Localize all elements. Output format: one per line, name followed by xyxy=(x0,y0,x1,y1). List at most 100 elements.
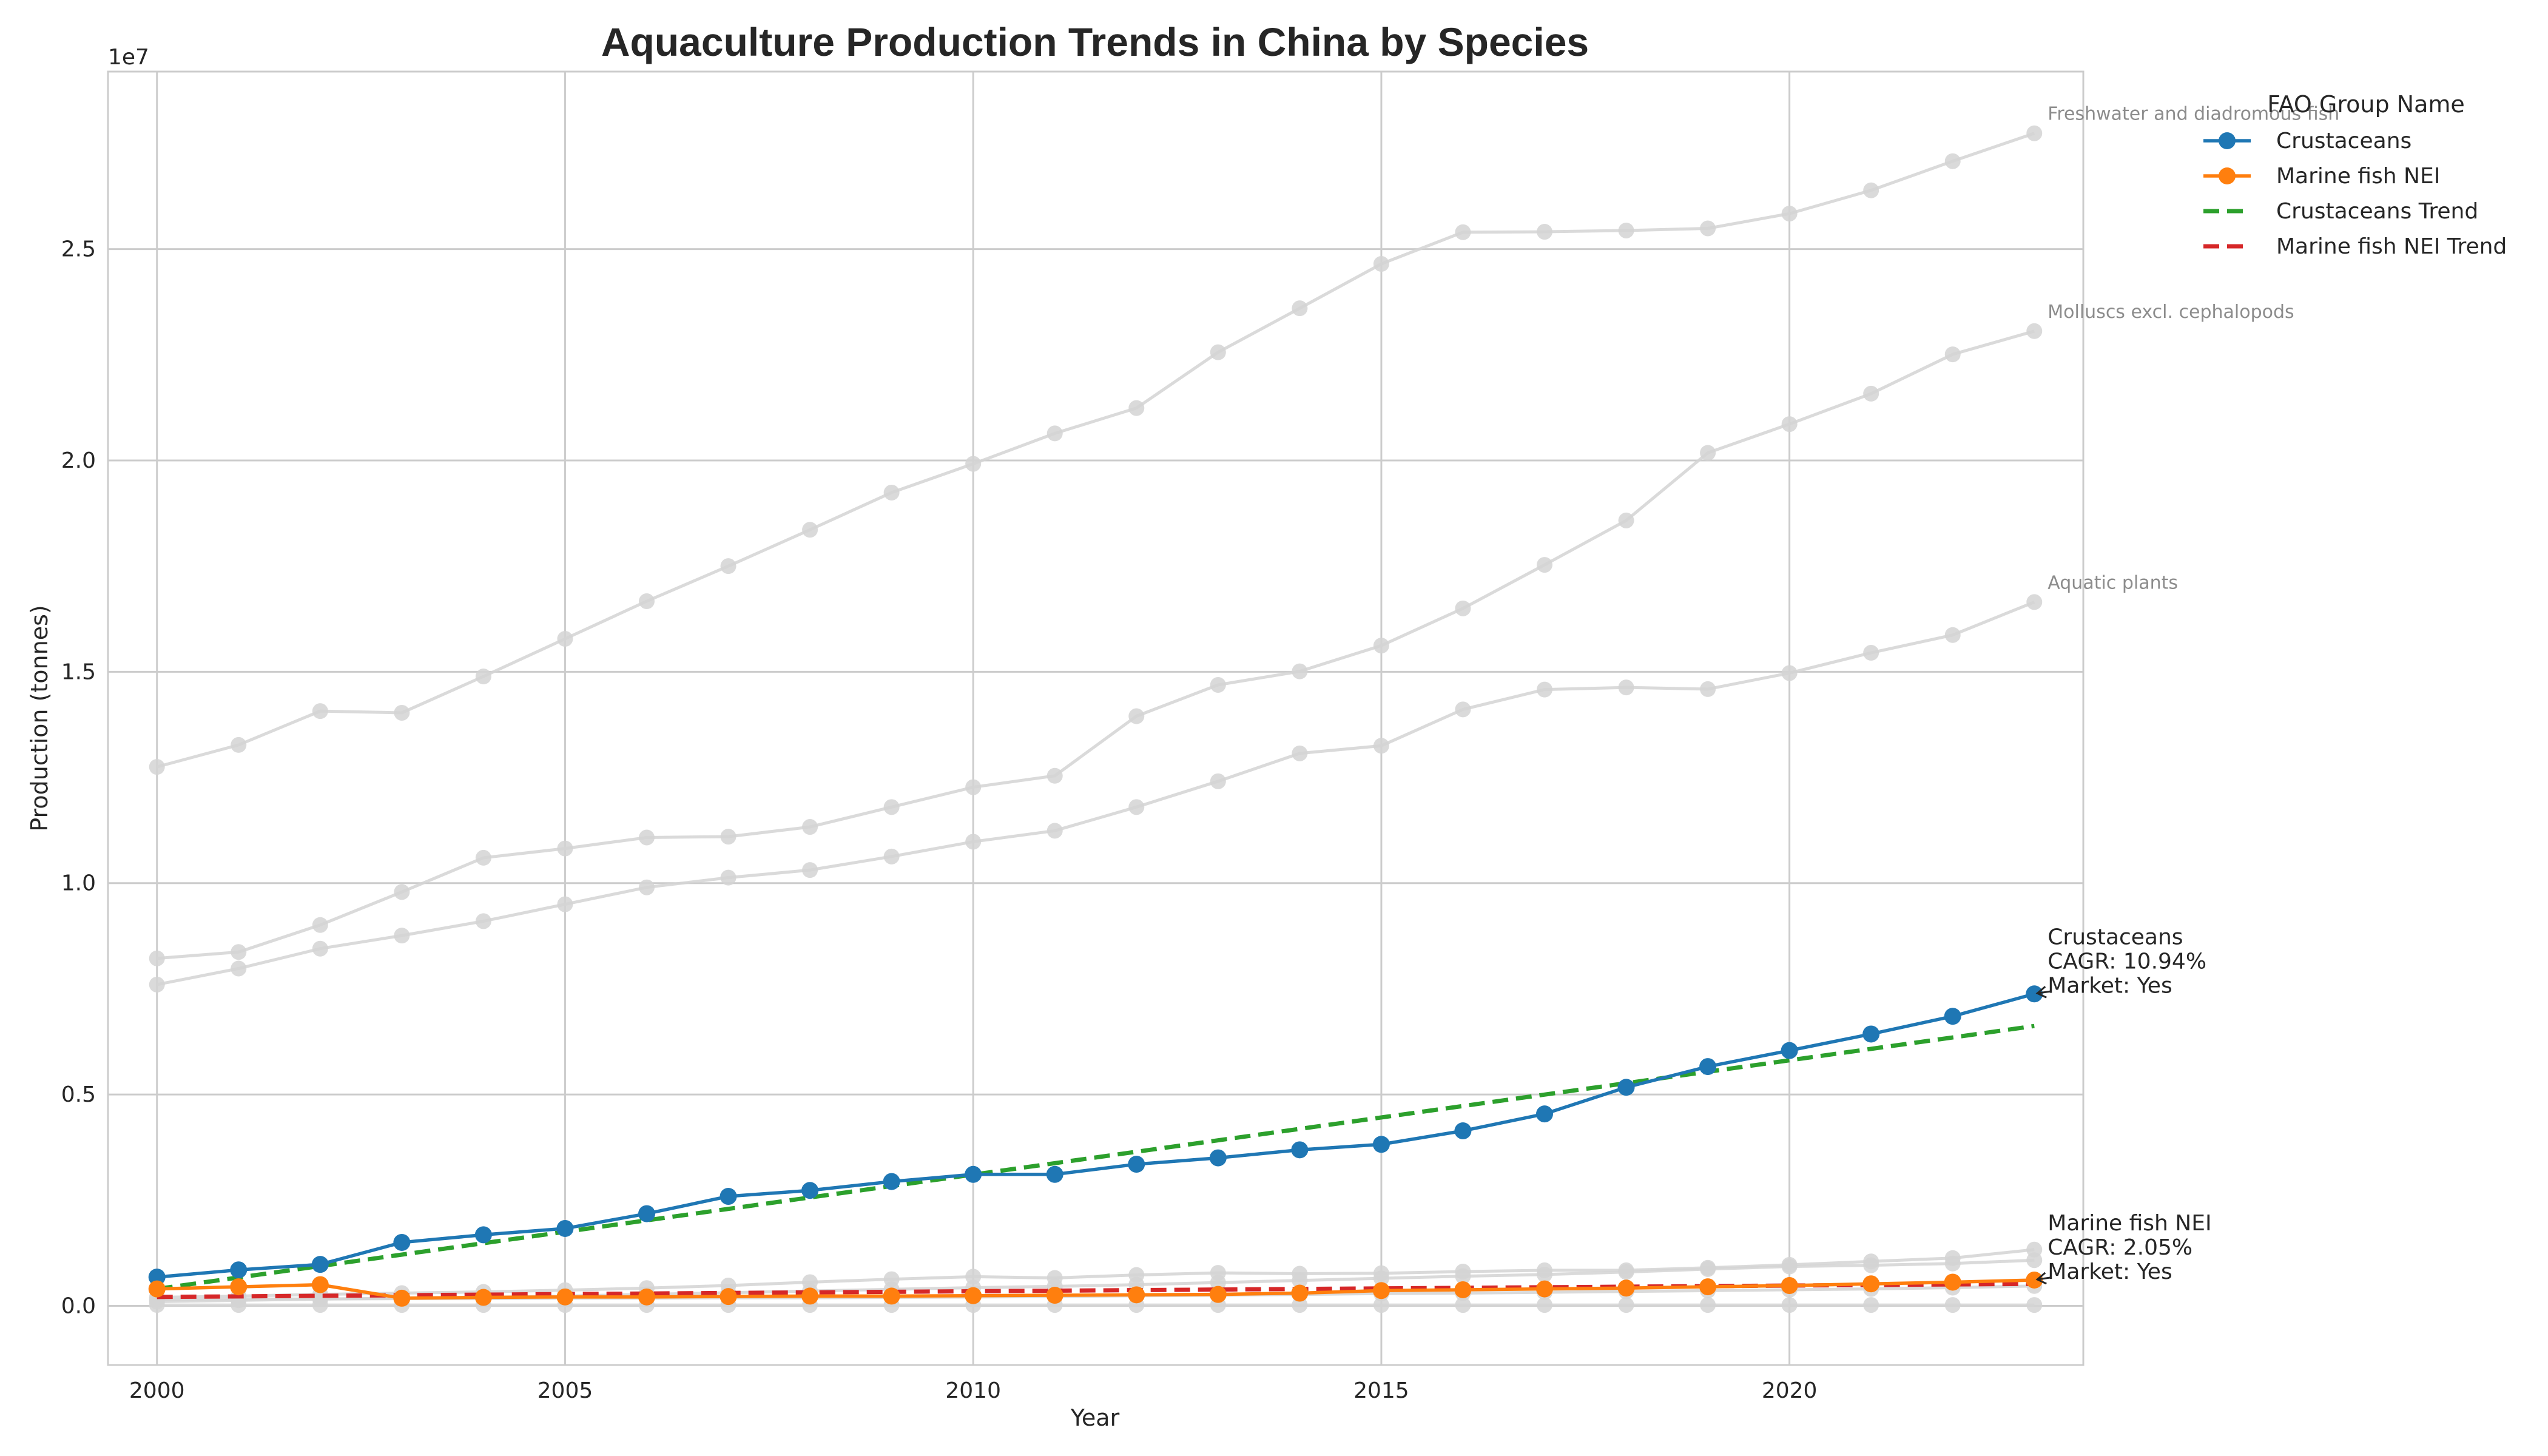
data-point xyxy=(965,1287,982,1304)
annotation-text: Crustaceans xyxy=(2048,925,2183,949)
background-series-point xyxy=(720,558,736,575)
data-point xyxy=(1781,1042,1798,1059)
data-point xyxy=(883,1173,900,1190)
grid xyxy=(108,72,2083,1365)
data-point xyxy=(1536,1280,1553,1298)
y-offset-label: 1e7 xyxy=(108,45,149,70)
data-point xyxy=(311,1256,329,1273)
x-tick-label: 2005 xyxy=(538,1378,593,1403)
background-series-point xyxy=(965,456,982,472)
data-point xyxy=(638,1205,655,1222)
background-series-point xyxy=(1863,1297,1879,1313)
legend-marker xyxy=(2219,132,2236,149)
background-series-point xyxy=(1210,1275,1226,1291)
data-point xyxy=(1944,1273,1961,1291)
x-tick-label: 2000 xyxy=(129,1378,185,1403)
background-series-point xyxy=(312,1297,328,1313)
background-series-label: Aquatic plants xyxy=(2048,572,2178,593)
series-labels: Freshwater and diadromous fish Aquatic pl… xyxy=(2035,104,2339,1285)
background-series-point xyxy=(2026,323,2043,339)
x-tick-label: 2010 xyxy=(945,1378,1001,1403)
background-series-point xyxy=(1292,663,1308,679)
data-point xyxy=(230,1278,248,1296)
data-point xyxy=(1046,1287,1063,1304)
y-tick-label: 1.5 xyxy=(61,659,96,684)
y-tick-label: 0.5 xyxy=(61,1082,96,1107)
background-series-point xyxy=(1128,799,1145,815)
background-series-point xyxy=(1537,1297,1552,1313)
data-point xyxy=(1128,1286,1145,1304)
data-point xyxy=(638,1288,655,1306)
background-series-point xyxy=(965,1269,982,1285)
data-point xyxy=(883,1287,900,1305)
background-series-point xyxy=(1537,681,1552,698)
data-point xyxy=(393,1233,411,1251)
data-point xyxy=(965,1165,982,1183)
data-point xyxy=(1781,1277,1798,1295)
background-series-point xyxy=(883,799,900,815)
background-series-point xyxy=(1781,416,1798,433)
chart-title: Aquaculture Production Trends in China b… xyxy=(601,19,1589,64)
background-series-point xyxy=(1618,1297,1634,1313)
background-series-point xyxy=(312,917,328,933)
axis-ticks: 2000 2005 2010 2015 2020 0.0 0.5 1.0 1.5 2.0 2.5 xyxy=(61,237,1818,1403)
background-series-point xyxy=(1863,182,1879,198)
background-series-point xyxy=(1618,222,1634,238)
background-series-point xyxy=(1292,1297,1308,1313)
background-series-point xyxy=(720,869,736,886)
background-series-point xyxy=(1944,153,1961,169)
data-point xyxy=(801,1287,819,1305)
data-point xyxy=(720,1288,737,1306)
background-series-point xyxy=(1373,1270,1389,1287)
background-series-point xyxy=(1781,1297,1798,1313)
data-point xyxy=(393,1289,411,1307)
data-point xyxy=(720,1188,737,1205)
legend-marker xyxy=(2219,167,2236,184)
background-series-point xyxy=(231,736,247,753)
annotation-arrowhead xyxy=(2035,986,2047,999)
background-series-point xyxy=(149,950,165,966)
data-point xyxy=(1372,1136,1390,1153)
background-series-point xyxy=(149,976,165,993)
series-line xyxy=(157,992,2035,1279)
background-series-point xyxy=(883,484,900,500)
background-series-point xyxy=(1537,224,1552,240)
background-series-point xyxy=(2026,1252,2043,1269)
background-series-point xyxy=(802,522,818,538)
background-series-point xyxy=(2026,1297,2043,1313)
background-series-line xyxy=(157,132,2035,769)
background-series-point xyxy=(639,593,655,610)
background-series-point xyxy=(1455,701,1471,718)
x-tick-label: 2020 xyxy=(1762,1378,1818,1403)
background-series-point xyxy=(1046,823,1063,839)
background-series-line xyxy=(157,329,2035,960)
data-point xyxy=(1944,1008,1961,1025)
background-series-point xyxy=(149,759,165,775)
background-series-point xyxy=(1455,600,1471,616)
background-series-point xyxy=(312,703,328,720)
background-series-point xyxy=(1210,773,1226,789)
background-series-point xyxy=(1944,1297,1961,1313)
background-series-point xyxy=(1537,1266,1552,1282)
x-axis-title: Year xyxy=(1070,1404,1120,1431)
legend-label: Marine fish NEI Trend xyxy=(2276,234,2507,259)
background-series-point xyxy=(231,960,247,977)
background-series-point xyxy=(1210,344,1226,360)
y-tick-label: 1.0 xyxy=(61,871,96,896)
data-point xyxy=(1209,1286,1227,1303)
data-point xyxy=(1699,1278,1717,1296)
data-point xyxy=(1291,1141,1309,1159)
data-point xyxy=(148,1280,166,1298)
background-series-point xyxy=(1618,512,1634,528)
data-point xyxy=(1209,1149,1227,1167)
annotation-arrow xyxy=(2037,990,2051,994)
legend-label: Crustaceans Trend xyxy=(2276,199,2478,224)
background-series-point xyxy=(2026,125,2043,141)
data-point xyxy=(556,1219,574,1237)
background-series-point xyxy=(1373,738,1389,754)
background-series-point xyxy=(1944,1255,1961,1272)
annotation-text: Market: Yes xyxy=(2048,973,2172,998)
data-point xyxy=(1536,1105,1553,1123)
background-series-point xyxy=(1046,767,1063,784)
